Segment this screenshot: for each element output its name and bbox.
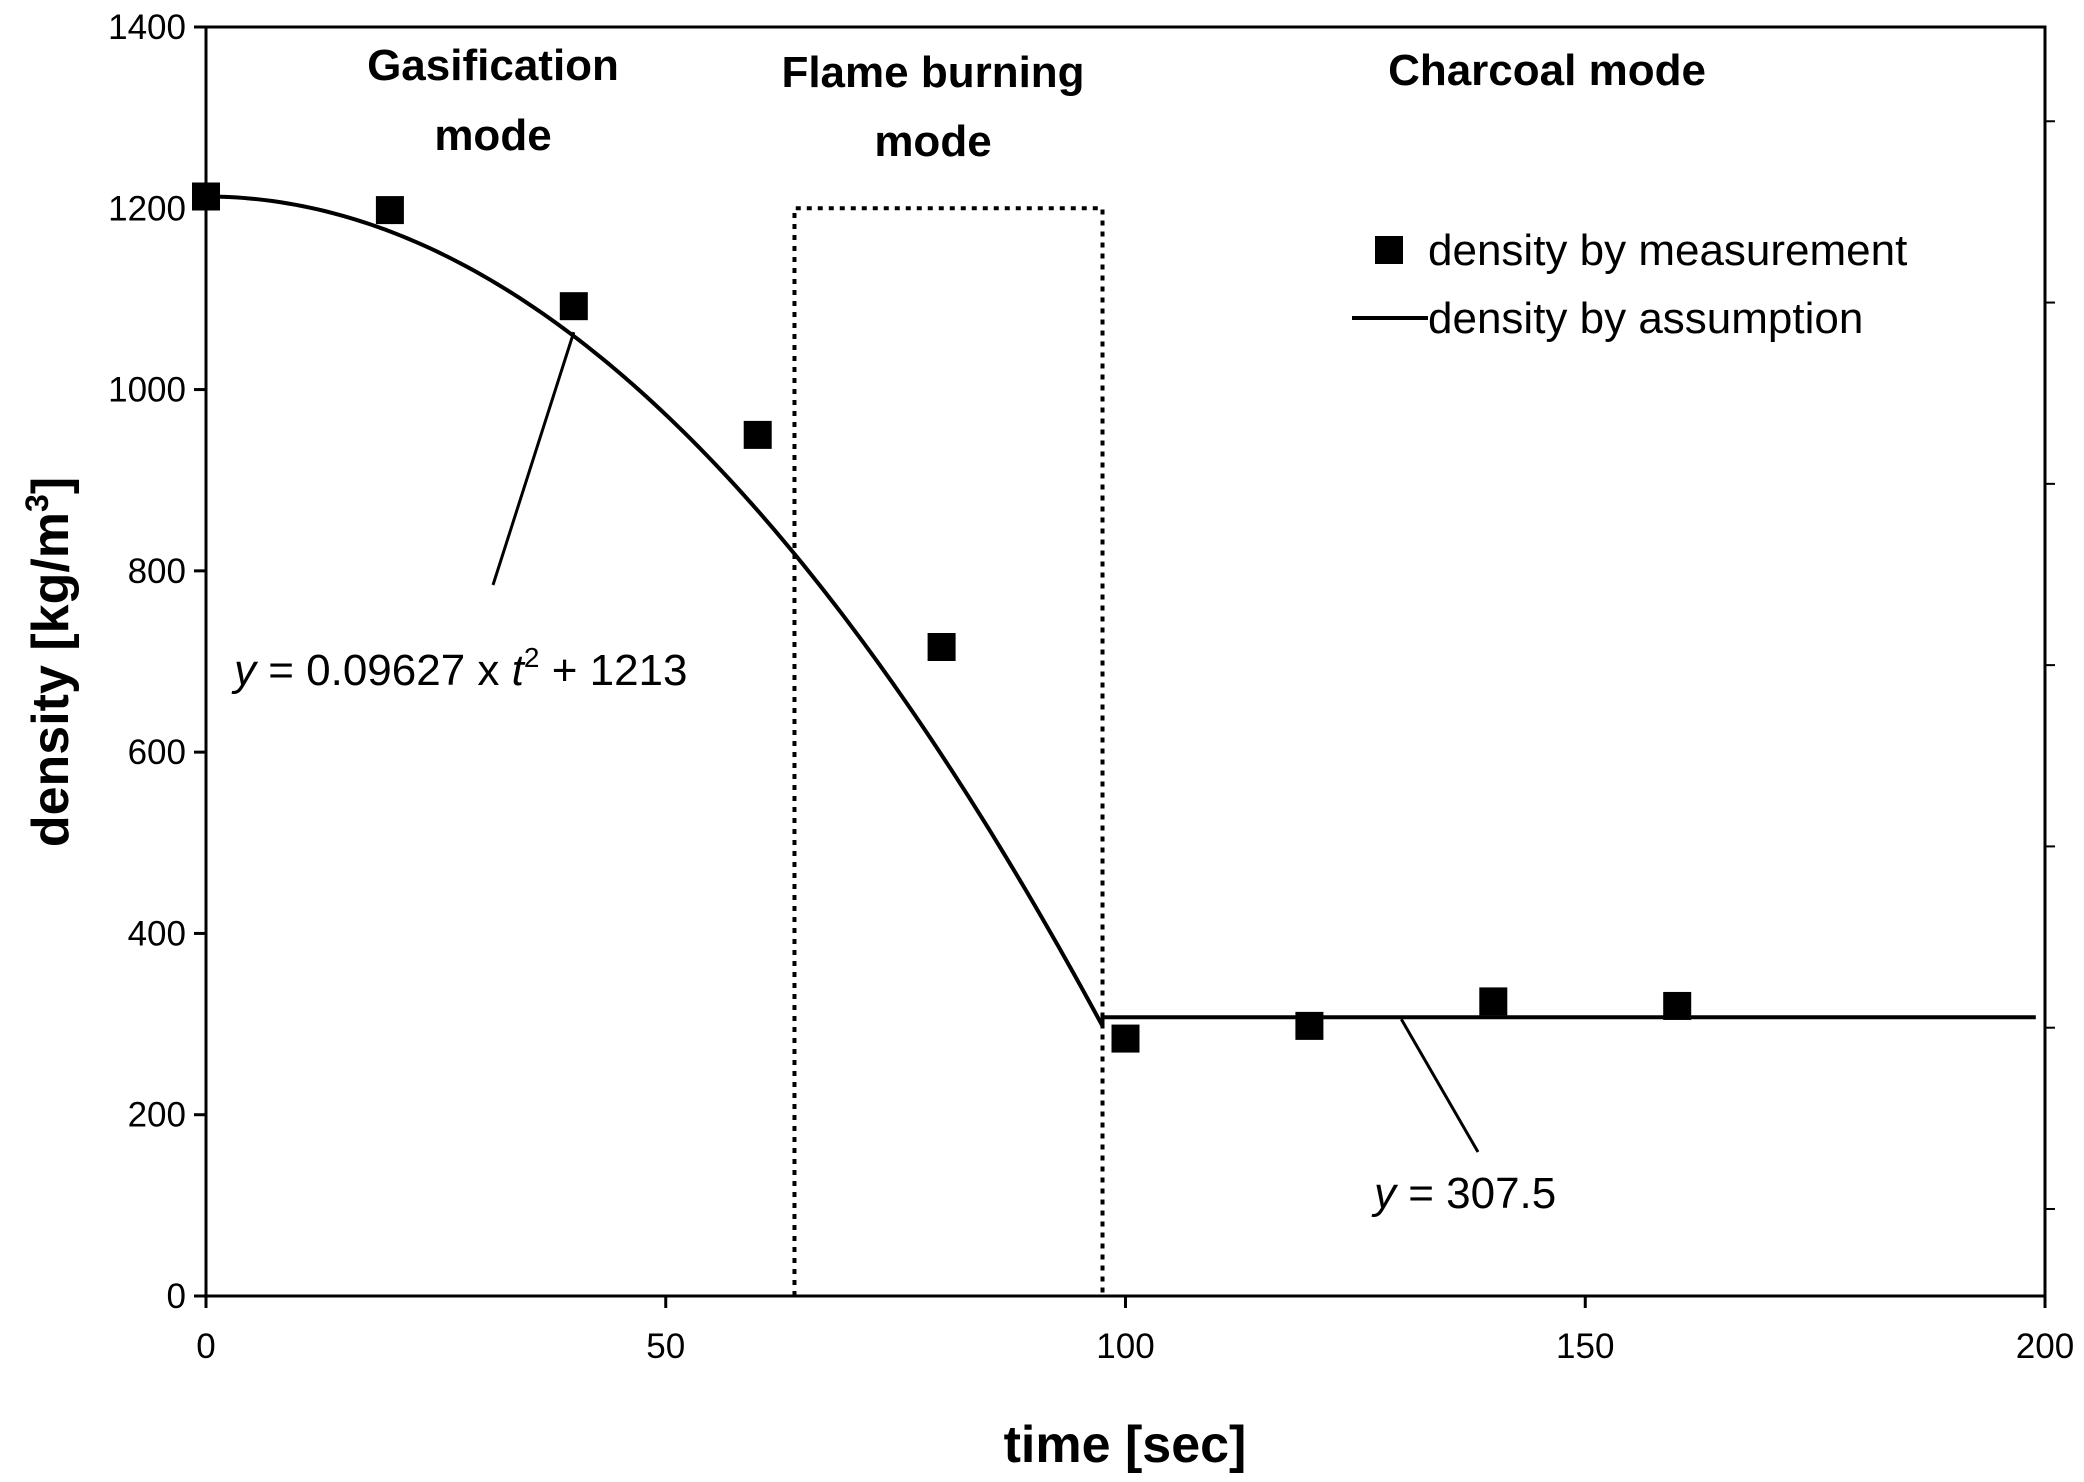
eq1-sup: 2 (524, 642, 540, 673)
y-axis: 0 200 400 600 800 1000 1200 1400 (108, 8, 206, 1316)
x-tick-label: 0 (196, 1327, 215, 1366)
y-tick-label: 600 (128, 733, 186, 772)
measurement-point (1479, 987, 1508, 1016)
y-axis-title-main: density [kg/m (22, 512, 80, 847)
measurement-point (559, 292, 588, 321)
y-tick-label: 200 (128, 1096, 186, 1135)
measurement-point (927, 632, 956, 661)
eq1-t: t (512, 646, 526, 695)
y-axis-title-close: ] (22, 477, 80, 494)
density-assumption-line (205, 194, 2036, 1027)
x-axis-title: time [sec] (1004, 1416, 1247, 1474)
y-tick-label: 0 (167, 1277, 186, 1316)
y-axis-title: density [kg/m3] (19, 477, 80, 847)
measurement-point (1295, 1011, 1324, 1040)
measurement-point (1111, 1024, 1140, 1053)
flame-burning-region-box (792, 206, 1105, 1296)
equation-quadratic: y = 0.09627 x t2 + 1213 (231, 642, 688, 695)
measurement-point (192, 182, 220, 211)
legend-entry-measurement: density by measurement (1428, 226, 1907, 275)
eq1-mid: = 0.09627 x (256, 646, 512, 695)
right-axis-ticks (2045, 120, 2055, 1210)
y-tick-label: 800 (128, 552, 186, 591)
equation-constant: y = 307.5 (1371, 1169, 1556, 1218)
y-tick-label: 1200 (108, 189, 186, 228)
eq1-y: y (231, 646, 259, 695)
x-tick-label: 50 (646, 1327, 685, 1366)
region-flame-label-1: Flame burning (781, 48, 1084, 97)
x-axis: 0 50 100 150 200 (196, 1296, 2074, 1366)
y-tick-label: 1000 (108, 371, 186, 410)
eq2-leader-line (1400, 1018, 1480, 1153)
density-measurement-markers (192, 182, 1692, 1053)
region-gasification-label-2: mode (434, 111, 551, 160)
region-charcoal-label: Charcoal mode (1388, 46, 1706, 95)
region-flame-label-2: mode (874, 117, 991, 166)
legend-entry-assumption: density by assumption (1428, 294, 1863, 343)
y-tick-label: 1400 (108, 8, 186, 47)
measurement-point (743, 420, 772, 449)
x-tick-label: 150 (1556, 1327, 1614, 1366)
legend: density by measurement density by assump… (1352, 226, 1907, 343)
eq1-leader-line (491, 331, 576, 586)
region-gasification-label-1: Gasification (367, 41, 619, 90)
x-tick-label: 100 (1096, 1327, 1154, 1366)
measurement-point (1663, 991, 1692, 1020)
x-tick-label: 200 (2016, 1327, 2074, 1366)
y-axis-title-sup: 3 (19, 494, 55, 512)
legend-marker-swatch (1375, 236, 1403, 264)
eq1-post: + 1213 (539, 646, 687, 695)
measurement-point (375, 196, 404, 225)
eq2-post: = 307.5 (1396, 1169, 1556, 1218)
y-tick-label: 400 (128, 914, 186, 953)
eq2-y: y (1371, 1169, 1399, 1218)
